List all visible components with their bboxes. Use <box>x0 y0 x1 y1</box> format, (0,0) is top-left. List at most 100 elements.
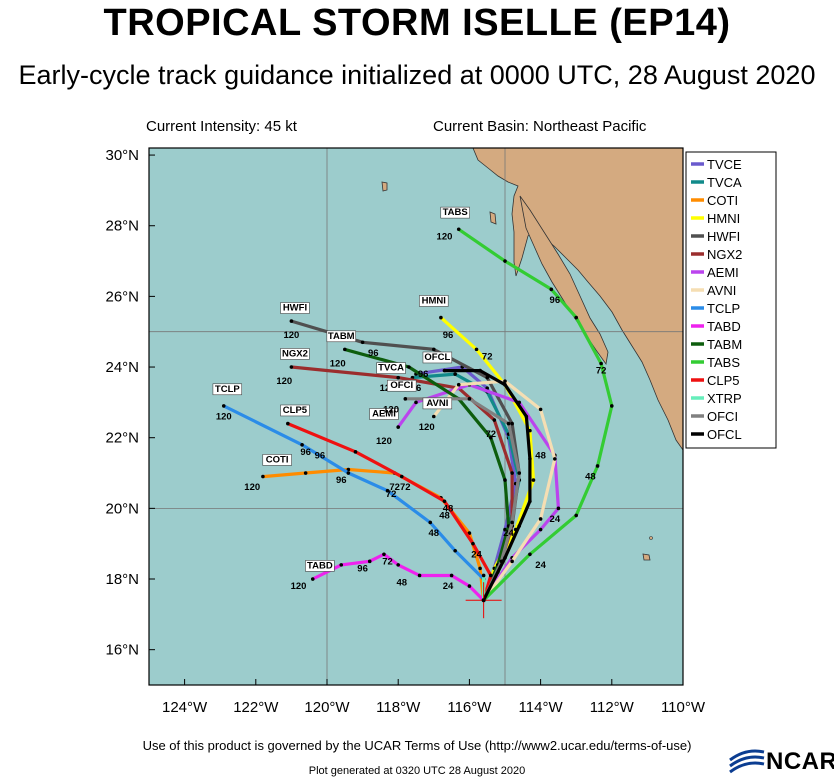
track-point-aemi <box>396 425 401 429</box>
track-point-ofcl <box>503 556 507 560</box>
track-name-label: TVCA <box>378 363 404 374</box>
track-hour-label: 24 <box>503 528 514 539</box>
track-name-label: OFCL <box>424 352 450 363</box>
track-point-tclp <box>428 520 433 525</box>
track-hour-label: 48 <box>396 578 407 589</box>
lat-tick-label: 22°N <box>105 430 139 447</box>
track-hour-label: 48 <box>535 450 546 461</box>
track-hour-label: 96 <box>336 475 347 486</box>
track-point-tabd <box>339 563 344 567</box>
lat-tick-label: 16°N <box>105 642 139 659</box>
track-name-label: HWFI <box>283 303 307 314</box>
track-tclp <box>223 404 486 601</box>
track-label-box <box>262 454 292 466</box>
ncar-logo-text: NCAR <box>766 748 834 775</box>
track-point-hwfi <box>360 340 365 345</box>
track-hour-label: 72 <box>382 556 393 567</box>
baja-peninsula <box>519 195 609 366</box>
initial-position-marker <box>465 582 502 619</box>
track-point-tabs <box>574 315 578 320</box>
terms-of-use: Use of this product is governed by the U… <box>142 738 692 753</box>
track-point-avni <box>553 457 557 461</box>
lon-tick-label: 116°W <box>447 699 492 716</box>
track-point-ngx2 <box>510 471 514 475</box>
track-label-box <box>376 362 406 374</box>
lon-tick-label: 124°W <box>162 699 208 716</box>
lat-tick-label: 28°N <box>105 218 139 235</box>
track-point-ofci <box>467 397 472 401</box>
island-cedros <box>489 211 497 225</box>
track-name-label: CLP5 <box>283 405 308 416</box>
track-point-tabm <box>488 435 493 440</box>
track-point-tabm <box>503 478 507 482</box>
legend-entry: AVNI <box>707 283 736 298</box>
track-point-ofci <box>510 520 514 525</box>
track-hour-label: 72 <box>389 482 400 493</box>
track-label-box <box>326 330 356 343</box>
track-point-clp5 <box>442 499 447 504</box>
track-hour-label: 24 <box>535 560 546 571</box>
legend-entry: NGX2 <box>707 247 742 262</box>
island-small <box>649 536 653 540</box>
track-point-avni <box>538 517 543 521</box>
track-point-coti <box>261 474 265 479</box>
track-hour-label: 24 <box>550 514 561 525</box>
track-name-label: HMNI <box>422 295 446 306</box>
axis-labels: 124°W 122°W 120°W 118°W 116°W 114°W 112°W 110°W… <box>105 147 705 716</box>
track-point-ofcl <box>442 368 447 373</box>
lat-tick-label: 20°N <box>105 500 139 517</box>
track-hour-label: 120 <box>437 231 453 242</box>
lon-tick-label: 120°W <box>304 699 350 716</box>
track-hour-label: 120 <box>383 404 399 415</box>
lon-tick-label: 122°W <box>233 699 279 716</box>
track-point-ofcl <box>517 524 522 528</box>
track-hour-label: 96 <box>300 447 311 458</box>
track-hour-label: 120 <box>291 581 307 592</box>
track-point-tabd <box>396 563 401 567</box>
track-point-clp5 <box>471 541 475 546</box>
track-hour-label: 120 <box>283 330 299 341</box>
ncar-swoosh-icon <box>729 749 765 774</box>
track-label-box <box>305 560 335 572</box>
track-point-ofcl <box>528 499 532 504</box>
track-name-label: NGX2 <box>282 348 308 359</box>
track-hour-label: 72 <box>400 482 411 493</box>
track-point-tabs <box>610 404 614 408</box>
track-point-coti <box>478 566 482 571</box>
track-point-avni <box>432 414 436 419</box>
track-name-label: TABM <box>328 331 355 342</box>
track-point-ofcl <box>528 457 532 461</box>
track-tabm <box>344 347 511 601</box>
track-hour-label: 24 <box>443 581 454 592</box>
legend-entry: TVCE <box>707 157 742 172</box>
track-point-coti <box>467 531 472 535</box>
track-point-aemi <box>414 400 418 405</box>
track-label-box <box>280 404 310 417</box>
track-point-avni <box>503 379 507 383</box>
track-point-clp5 <box>488 573 493 578</box>
track-hour-label: 96 <box>368 348 379 359</box>
track-hour-label: 120 <box>276 376 292 387</box>
track-hour-label: 120 <box>216 412 232 423</box>
track-label-box <box>280 302 310 314</box>
track-point-tabm <box>407 365 411 369</box>
track-point-ngx2 <box>492 418 497 422</box>
track-name-label: TCLP <box>215 384 240 395</box>
track-point-hmni <box>531 478 536 482</box>
track-point-ofcl <box>478 368 482 373</box>
map-subtitle: Early-cycle track guidance initialized a… <box>18 60 816 90</box>
track-point-ngx2 <box>396 375 401 380</box>
track-name-label: AVNI <box>426 398 448 409</box>
track-labels: TVCA12096COTI120967248HMNI96HWFI1209672N… <box>212 206 606 592</box>
track-point-aemi <box>556 506 561 511</box>
track-point-hmni <box>474 347 479 352</box>
legend-entry: TABS <box>707 355 740 370</box>
track-point-aemi <box>538 527 543 532</box>
legend-entry: TABD <box>707 319 741 334</box>
island-socorro <box>642 553 651 561</box>
legend-entry: TCLP <box>707 301 740 316</box>
track-hour-label: 96 <box>443 330 454 341</box>
track-point-tclp <box>346 471 351 475</box>
track-label-box <box>212 383 243 396</box>
